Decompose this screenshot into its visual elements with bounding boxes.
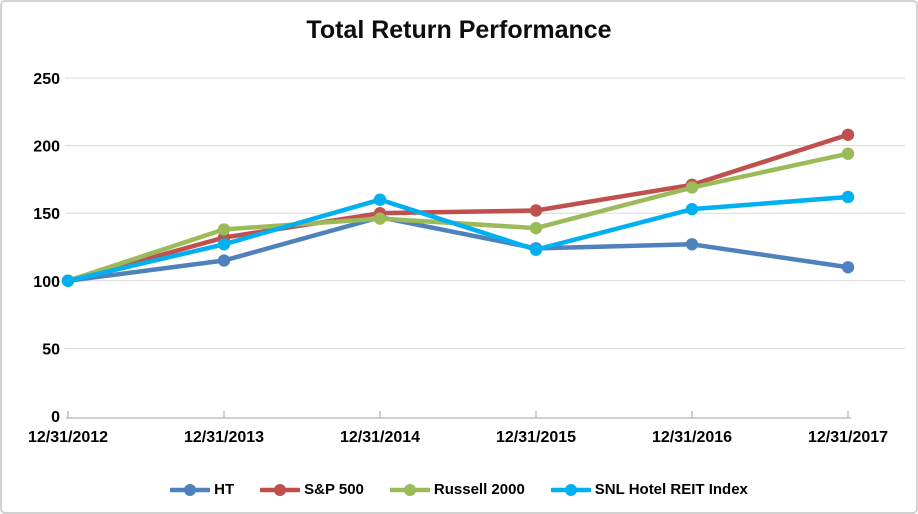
data-point-s-p-500 [841, 128, 855, 141]
legend-marker-icon [389, 483, 430, 496]
y-axis-tick-label: 150 [33, 206, 60, 223]
legend-marker-icon [550, 483, 591, 496]
legend-label: Russell 2000 [433, 481, 525, 498]
data-point-russell-2000 [841, 147, 855, 160]
data-point-snl-hotel-reit-index [841, 190, 855, 204]
chart-title: Total Return Performance [306, 16, 612, 44]
legend-marker-icon [260, 483, 301, 496]
x-axis-tick-label: 12/31/2015 [496, 429, 576, 446]
legend-item-snl-hotel-reit-index: SNL Hotel REIT Index [550, 481, 748, 498]
data-point-s-p-500 [529, 204, 543, 217]
data-point-snl-hotel-reit-index [217, 238, 231, 251]
legend-label: SNL Hotel REIT Index [594, 481, 748, 498]
y-axis-tick-label: 100 [33, 274, 60, 291]
x-axis-tick-label: 12/31/2013 [184, 429, 264, 446]
data-point-snl-hotel-reit-index [373, 193, 387, 206]
data-point-russell-2000 [529, 221, 543, 235]
legend-item-ht: HT [170, 481, 234, 498]
x-axis-tick-label: 12/31/2016 [652, 429, 732, 446]
series-line-s-p-500 [65, 132, 851, 284]
data-point-ht [685, 238, 699, 251]
legend-marker-icon [170, 483, 211, 496]
x-axis-tick-label: 12/31/2017 [808, 429, 888, 446]
y-axis-tick-label: 0 [51, 409, 60, 426]
data-point-russell-2000 [373, 212, 387, 225]
y-axis-tick-label: 50 [42, 341, 60, 358]
legend-item-russell-2000: Russell 2000 [389, 481, 525, 498]
data-point-snl-hotel-reit-index [685, 202, 699, 216]
data-point-snl-hotel-reit-index [529, 243, 543, 256]
data-point-snl-hotel-reit-index [61, 274, 75, 287]
x-axis-tick-label: 12/31/2014 [340, 429, 420, 446]
data-point-russell-2000 [217, 223, 231, 236]
legend-item-s-p-500: S&P 500 [260, 481, 364, 498]
series-line-ht [65, 215, 851, 284]
legend-label: HT [214, 481, 235, 498]
series-line-snl-hotel-reit-index [65, 194, 851, 284]
x-axis-tick-label: 12/31/2012 [28, 429, 108, 446]
y-axis-tick-label: 250 [33, 71, 60, 88]
data-point-russell-2000 [685, 181, 699, 194]
data-point-ht [841, 261, 855, 274]
y-axis-tick-label: 200 [33, 139, 60, 156]
data-point-ht [217, 254, 231, 267]
legend-label: S&P 500 [304, 481, 364, 498]
legend: HT S&P 500 Russell 2000 SNL Hotel REIT Inde… [2, 481, 916, 498]
